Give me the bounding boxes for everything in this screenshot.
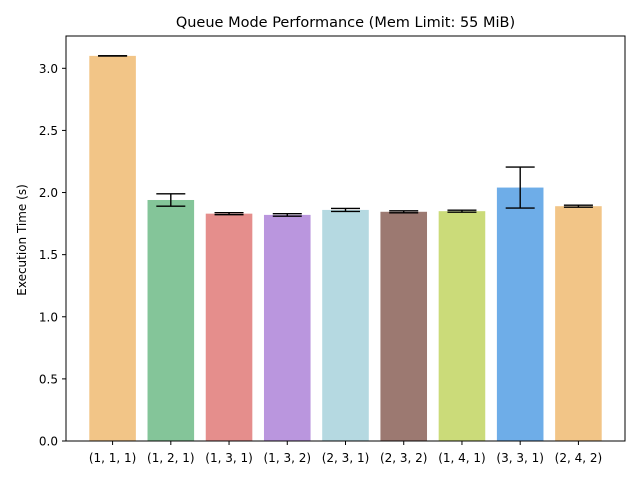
y-axis: 0.0 0.5 1.0 1.5 2.0 2.5 3.0 xyxy=(39,62,66,449)
plot-frame xyxy=(65,35,626,442)
y-tick-label: 1.0 xyxy=(39,310,58,324)
y-tick-label: 2.5 xyxy=(39,124,58,138)
y-tick-label: 1.5 xyxy=(39,248,58,262)
x-tick-label: (2, 4, 2) xyxy=(555,451,603,465)
bar xyxy=(380,211,428,441)
bar xyxy=(438,211,486,441)
bar xyxy=(147,199,195,441)
bar xyxy=(555,206,602,441)
y-tick-label: 0.5 xyxy=(39,372,58,386)
chart-title: Queue Mode Performance (Mem Limit: 55 Mi… xyxy=(176,15,515,31)
bar xyxy=(322,209,369,441)
x-tick-label: (2, 3, 2) xyxy=(380,451,428,465)
y-tick-label: 2.0 xyxy=(39,186,58,200)
y-tick-label: 0.0 xyxy=(39,435,58,449)
x-tick-label: (1, 4, 1) xyxy=(438,451,486,465)
plot-area xyxy=(89,55,602,441)
x-tick-label: (3, 3, 1) xyxy=(496,451,544,465)
x-tick-label: (1, 2, 1) xyxy=(147,451,195,465)
x-tick-label: (1, 3, 2) xyxy=(264,451,312,465)
x-tick-label: (2, 3, 1) xyxy=(322,451,370,465)
bar xyxy=(205,213,253,441)
y-axis-label: Execution Time (s) xyxy=(15,184,29,296)
y-tick-label: 3.0 xyxy=(39,62,58,76)
bar xyxy=(496,187,544,441)
x-axis: (1, 1, 1) (1, 2, 1) (1, 3, 1) (1, 3, 2) (2, … xyxy=(89,441,602,465)
x-tick-label: (1, 1, 1) xyxy=(89,451,137,465)
bar xyxy=(89,55,136,441)
bar xyxy=(263,214,311,441)
x-tick-label: (1, 3, 1) xyxy=(205,451,253,465)
